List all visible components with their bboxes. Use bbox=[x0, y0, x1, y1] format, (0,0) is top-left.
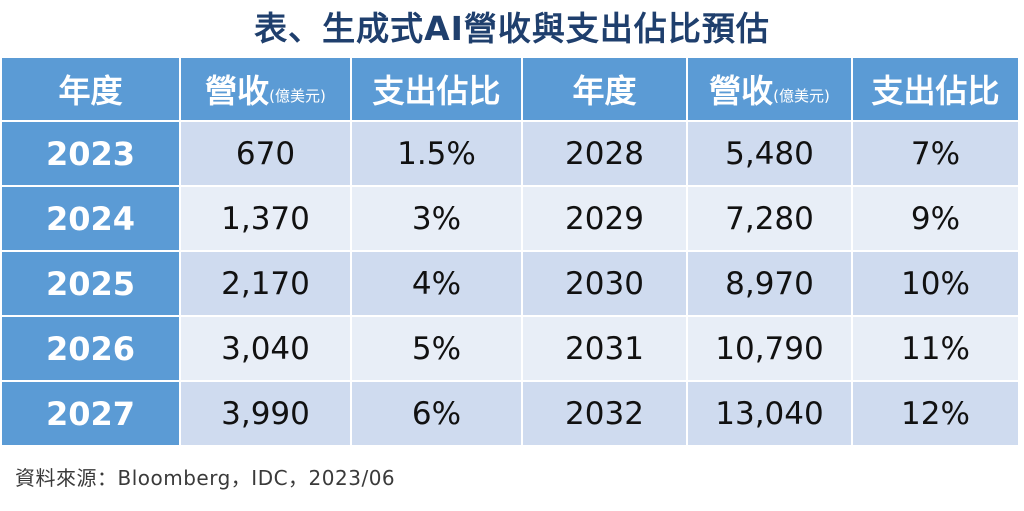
share-cell: 6% bbox=[352, 382, 523, 447]
revenue-cell: 1,370 bbox=[181, 187, 352, 252]
header-revenue-unit: (億美元) bbox=[269, 86, 326, 105]
revenue-cell: 5,480 bbox=[688, 122, 853, 187]
header-revenue-unit: (億美元) bbox=[773, 86, 830, 105]
share-cell: 3% bbox=[352, 187, 523, 252]
header-year-right: 年度 bbox=[523, 58, 688, 122]
year-cell: 2025 bbox=[2, 252, 181, 317]
header-year-left: 年度 bbox=[2, 58, 181, 122]
share-cell: 1.5% bbox=[352, 122, 523, 187]
year-cell: 2031 bbox=[523, 317, 688, 382]
revenue-cell: 2,170 bbox=[181, 252, 352, 317]
header-share-right: 支出佔比 bbox=[853, 58, 1020, 122]
share-cell: 12% bbox=[853, 382, 1020, 447]
year-cell: 2028 bbox=[523, 122, 688, 187]
revenue-cell: 670 bbox=[181, 122, 352, 187]
year-cell: 2029 bbox=[523, 187, 688, 252]
share-cell: 9% bbox=[853, 187, 1020, 252]
source-note: 資料來源：Bloomberg，IDC，2023/06 bbox=[15, 466, 396, 490]
revenue-cell: 3,040 bbox=[181, 317, 352, 382]
year-cell: 2026 bbox=[2, 317, 181, 382]
table-title: 表、生成式AI營收與支出佔比預估 bbox=[254, 9, 770, 48]
header-revenue-label: 營收 bbox=[709, 72, 774, 110]
year-cell: 2027 bbox=[2, 382, 181, 447]
share-cell: 7% bbox=[853, 122, 1020, 187]
revenue-cell: 7,280 bbox=[688, 187, 853, 252]
year-cell: 2023 bbox=[2, 122, 181, 187]
year-cell: 2024 bbox=[2, 187, 181, 252]
revenue-cell: 3,990 bbox=[181, 382, 352, 447]
share-cell: 10% bbox=[853, 252, 1020, 317]
share-cell: 5% bbox=[352, 317, 523, 382]
revenue-cell: 8,970 bbox=[688, 252, 853, 317]
forecast-table: 年度 營收 (億美元) 支出佔比 年度 營收 (億美元) 支出佔比 2023 670… bbox=[2, 58, 1020, 447]
share-cell: 11% bbox=[853, 317, 1020, 382]
header-revenue-right: 營收 (億美元) bbox=[688, 58, 853, 122]
header-share-left: 支出佔比 bbox=[352, 58, 523, 122]
year-cell: 2032 bbox=[523, 382, 688, 447]
share-cell: 4% bbox=[352, 252, 523, 317]
header-revenue-left: 營收 (億美元) bbox=[181, 58, 352, 122]
year-cell: 2030 bbox=[523, 252, 688, 317]
header-revenue-label: 營收 bbox=[205, 72, 270, 110]
revenue-cell: 10,790 bbox=[688, 317, 853, 382]
revenue-cell: 13,040 bbox=[688, 382, 853, 447]
